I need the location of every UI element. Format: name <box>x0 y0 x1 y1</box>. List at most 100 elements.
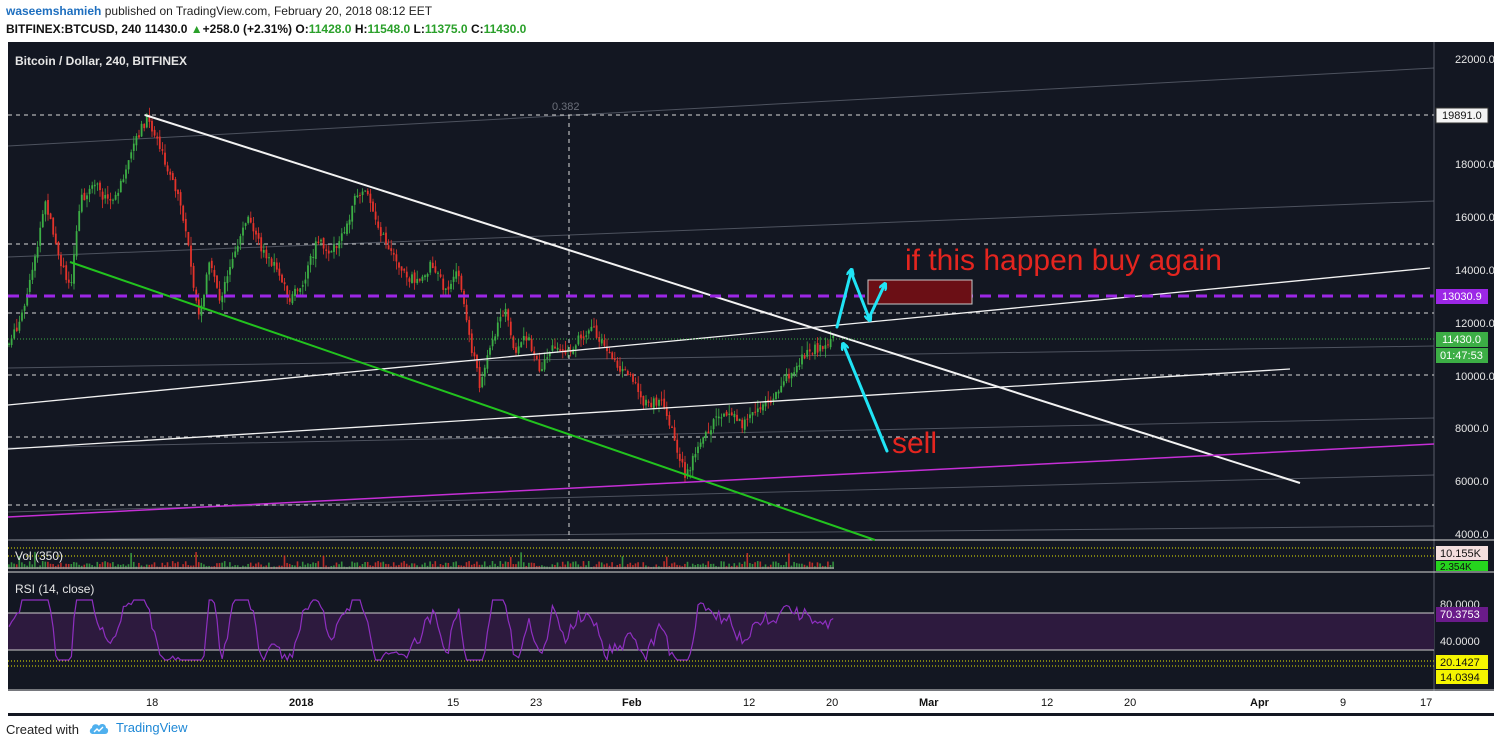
price-tick: 16000.0 <box>1455 212 1495 224</box>
sell-arrow-icon[interactable] <box>844 346 889 453</box>
price-tick: 18000.0 <box>1455 159 1495 171</box>
candle-body <box>299 288 302 292</box>
candle-body <box>57 241 60 256</box>
candle-body <box>764 401 767 407</box>
candle-body <box>359 194 361 196</box>
candle-body <box>278 268 281 276</box>
rsi-pane[interactable]: RSI (14, close) 80.0000 40.0000 70.3753 … <box>8 582 1488 684</box>
candle-body <box>169 171 172 175</box>
candle-body <box>348 219 351 225</box>
volume-bar <box>780 565 782 569</box>
volume-bar <box>754 562 756 569</box>
candle-body <box>291 294 294 304</box>
volume-bar <box>166 562 169 569</box>
countdown-tag <box>1436 348 1488 363</box>
candle-body <box>668 415 671 426</box>
candle-body <box>304 279 307 284</box>
volume-bar <box>265 565 268 569</box>
volume-bar <box>286 562 288 569</box>
volume-bar <box>413 563 416 569</box>
volume-bar <box>83 564 86 569</box>
author-link[interactable]: waseemshamieh <box>6 4 102 18</box>
tradingview-link[interactable]: TradingView <box>88 720 188 735</box>
candle-body <box>385 232 387 245</box>
candle-body <box>44 201 47 215</box>
volume-bar <box>187 565 190 569</box>
candle-body <box>460 275 463 290</box>
publish-info: waseemshamieh published on TradingView.c… <box>6 4 432 18</box>
rsi-value-tag <box>1436 607 1488 622</box>
candle-body <box>39 227 42 246</box>
candle-body <box>96 183 99 185</box>
candle-body <box>457 270 460 277</box>
arrow-down-icon[interactable] <box>849 270 869 318</box>
magenta-trend-line[interactable] <box>7 443 1435 518</box>
green-trend-line[interactable] <box>69 261 876 541</box>
candle-body <box>10 338 13 346</box>
candle-body <box>408 278 411 282</box>
candle-body <box>333 244 335 252</box>
candle-body <box>665 407 668 417</box>
candle-body <box>515 347 517 353</box>
candle-body <box>421 276 424 281</box>
chart-area[interactable]: 0.382 if this happen buy again sell Bitc… <box>0 42 1502 716</box>
candle-body <box>270 258 273 266</box>
price-axis[interactable]: 22000.0 18000.0 16000.0 14000.0 12000.0 … <box>1455 54 1495 541</box>
volume-bar <box>257 562 260 569</box>
buy-zone-rectangle[interactable] <box>867 279 973 305</box>
time-axis[interactable]: 18 2018 15 23 Feb 12 20 Mar 12 20 Apr 9 … <box>8 691 1494 713</box>
volume-bar <box>88 563 91 569</box>
candle-body <box>616 360 619 368</box>
arrow-up-icon-2[interactable] <box>867 286 884 320</box>
volume-bar <box>145 564 148 569</box>
purple-price-tag <box>1436 289 1488 304</box>
downtrend-line[interactable] <box>144 114 1301 484</box>
uptrend-line-upper[interactable] <box>7 267 1431 406</box>
candle-body <box>533 351 536 355</box>
volume-bar <box>8 564 10 569</box>
rsi-tag-a <box>1436 655 1488 669</box>
volume-bar <box>203 564 205 569</box>
volume-bar <box>772 561 775 569</box>
candle-body <box>650 402 653 408</box>
volume-bar <box>515 564 517 569</box>
candle-body <box>551 345 554 351</box>
volume-bar <box>112 562 114 569</box>
candle-body <box>117 192 120 196</box>
volume-bar <box>60 562 62 569</box>
volume-bar <box>801 563 803 569</box>
candle-body <box>569 350 572 353</box>
candle-body <box>801 354 803 365</box>
price-pane[interactable]: 0.382 if this happen buy again sell Bitc… <box>7 54 1435 541</box>
annotation-buy-again[interactable]: if this happen buy again <box>905 244 1222 277</box>
candle-body <box>205 274 208 295</box>
volume-bar <box>18 555 21 569</box>
annotation-sell[interactable]: sell <box>892 427 937 460</box>
candle-body <box>429 261 432 273</box>
tradingview-brand[interactable]: TradingView <box>116 720 188 735</box>
volume-bar <box>476 561 478 569</box>
candle-body <box>158 136 161 149</box>
volume-bar <box>385 563 387 569</box>
symbol-label: BITFINEX:BTCUSD, 240 <box>6 22 142 36</box>
volume-bar <box>314 563 317 569</box>
arrow-up-icon[interactable] <box>835 272 851 329</box>
uptrend-line-lower[interactable] <box>7 368 1291 450</box>
volume-pane[interactable]: Vol (350) 10.155K 2.354K <box>8 546 1488 573</box>
candle-body <box>145 115 148 128</box>
time-axis-bg <box>8 691 1494 713</box>
candle-body <box>434 266 437 273</box>
candle-body <box>712 419 715 430</box>
cyan-arrows[interactable] <box>835 270 889 453</box>
candle-body <box>320 239 322 242</box>
last-price-tag <box>1436 332 1488 347</box>
candle-body <box>239 236 242 245</box>
candle-body <box>494 336 497 341</box>
volume-bar <box>499 561 502 569</box>
vol-tag-top-text: 10.155K <box>1440 548 1482 560</box>
volume-bar <box>816 562 819 569</box>
volume-bar <box>439 564 442 569</box>
volume-bar <box>626 564 629 569</box>
candle-body <box>704 431 707 439</box>
volume-bar <box>691 563 694 569</box>
